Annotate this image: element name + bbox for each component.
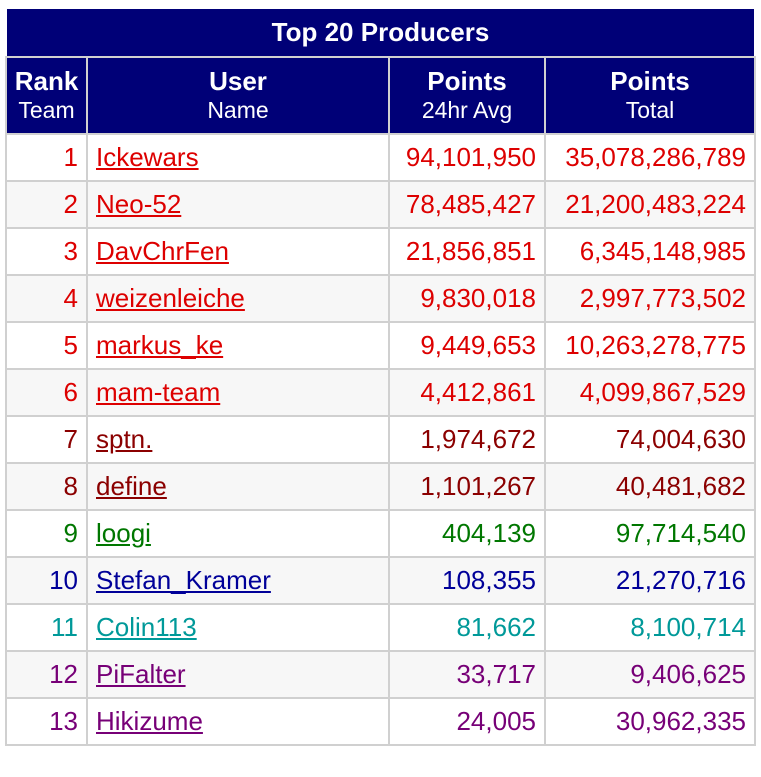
points-total-cell: 8,100,714: [544, 603, 756, 652]
points-avg-cell: 1,974,672: [388, 415, 546, 464]
rank-cell: 4: [5, 274, 88, 323]
user-name-link[interactable]: sptn.: [96, 424, 153, 454]
column-header-user: User Name: [86, 56, 390, 135]
points-avg-cell: 94,101,950: [388, 133, 546, 182]
user-name-link[interactable]: mam-team: [96, 377, 221, 407]
rank-cell: 3: [5, 227, 88, 276]
producers-table-container: Top 20 Producers Rank Team User Name Poi…: [5, 7, 756, 746]
column-header-rank-sublabel: Team: [18, 97, 75, 124]
user-cell: mam-team: [86, 368, 390, 417]
user-cell: weizenleiche: [86, 274, 390, 323]
user-name-link[interactable]: Colin113: [96, 612, 197, 642]
user-cell: DavChrFen: [86, 227, 390, 276]
user-name-link[interactable]: PiFalter: [96, 659, 186, 689]
rank-cell: 5: [5, 321, 88, 370]
user-name-link[interactable]: Neo-52: [96, 189, 182, 219]
points-avg-cell: 9,449,653: [388, 321, 546, 370]
user-name-link[interactable]: Stefan_Kramer: [96, 565, 271, 595]
column-header-user-label: User: [209, 66, 267, 97]
user-cell: define: [86, 462, 390, 511]
table-row: 10 Stefan_Kramer 108,355 21,270,716: [5, 556, 756, 605]
table-row: 2 Neo-52 78,485,427 21,200,483,224: [5, 180, 756, 229]
points-total-cell: 10,263,278,775: [544, 321, 756, 370]
column-header-user-sublabel: Name: [207, 97, 269, 124]
user-cell: sptn.: [86, 415, 390, 464]
table-row: 8 define 1,101,267 40,481,682: [5, 462, 756, 511]
producers-table-body: 1 Ickewars 94,101,950 35,078,286,789 2 Neo-52…: [5, 133, 756, 746]
rank-cell: 10: [5, 556, 88, 605]
user-cell: PiFalter: [86, 650, 390, 699]
table-row: 12 PiFalter 33,717 9,406,625: [5, 650, 756, 699]
column-header-points-avg-label: Points: [427, 66, 507, 97]
points-avg-cell: 108,355: [388, 556, 546, 605]
points-avg-cell: 1,101,267: [388, 462, 546, 511]
points-total-cell: 9,406,625: [544, 650, 756, 699]
user-cell: Stefan_Kramer: [86, 556, 390, 605]
user-name-link[interactable]: weizenleiche: [96, 283, 245, 313]
column-header-points-avg: Points 24hr Avg: [388, 56, 546, 135]
user-name-link[interactable]: Ickewars: [96, 142, 199, 172]
table-row: 1 Ickewars 94,101,950 35,078,286,789: [5, 133, 756, 182]
column-header-rank: Rank Team: [5, 56, 88, 135]
column-header-points-total-label: Points: [610, 66, 690, 97]
points-total-cell: 6,345,148,985: [544, 227, 756, 276]
points-avg-cell: 404,139: [388, 509, 546, 558]
points-total-cell: 2,997,773,502: [544, 274, 756, 323]
rank-cell: 12: [5, 650, 88, 699]
points-total-cell: 30,962,335: [544, 697, 756, 746]
table-row: 3 DavChrFen 21,856,851 6,345,148,985: [5, 227, 756, 276]
column-header-rank-label: Rank: [14, 66, 79, 97]
points-avg-cell: 81,662: [388, 603, 546, 652]
table-row: 11 Colin113 81,662 8,100,714: [5, 603, 756, 652]
user-cell: Colin113: [86, 603, 390, 652]
table-row: 9 loogi 404,139 97,714,540: [5, 509, 756, 558]
points-total-cell: 74,004,630: [544, 415, 756, 464]
user-cell: Ickewars: [86, 133, 390, 182]
points-total-cell: 97,714,540: [544, 509, 756, 558]
column-header-points-total: Points Total: [544, 56, 756, 135]
points-total-cell: 40,481,682: [544, 462, 756, 511]
points-avg-cell: 9,830,018: [388, 274, 546, 323]
table-title: Top 20 Producers: [5, 7, 756, 58]
table-row: 5 markus_ke 9,449,653 10,263,278,775: [5, 321, 756, 370]
user-cell: markus_ke: [86, 321, 390, 370]
points-total-cell: 4,099,867,529: [544, 368, 756, 417]
points-total-cell: 21,200,483,224: [544, 180, 756, 229]
points-avg-cell: 4,412,861: [388, 368, 546, 417]
rank-cell: 7: [5, 415, 88, 464]
points-avg-cell: 78,485,427: [388, 180, 546, 229]
rank-cell: 2: [5, 180, 88, 229]
column-header-points-total-sublabel: Total: [625, 97, 675, 124]
user-name-link[interactable]: Hikizume: [96, 706, 203, 736]
rank-cell: 11: [5, 603, 88, 652]
points-avg-cell: 21,856,851: [388, 227, 546, 276]
user-name-link[interactable]: DavChrFen: [96, 236, 229, 266]
points-total-cell: 21,270,716: [544, 556, 756, 605]
points-avg-cell: 24,005: [388, 697, 546, 746]
points-avg-cell: 33,717: [388, 650, 546, 699]
user-name-link[interactable]: define: [96, 471, 167, 501]
table-row: 6 mam-team 4,412,861 4,099,867,529: [5, 368, 756, 417]
rank-cell: 1: [5, 133, 88, 182]
table-row: 13 Hikizume 24,005 30,962,335: [5, 697, 756, 746]
rank-cell: 8: [5, 462, 88, 511]
user-cell: Hikizume: [86, 697, 390, 746]
rank-cell: 13: [5, 697, 88, 746]
top-producers-table: Top 20 Producers Rank Team User Name Poi…: [5, 7, 756, 746]
table-row: 4 weizenleiche 9,830,018 2,997,773,502: [5, 274, 756, 323]
table-row: 7 sptn. 1,974,672 74,004,630: [5, 415, 756, 464]
user-cell: loogi: [86, 509, 390, 558]
user-name-link[interactable]: markus_ke: [96, 330, 224, 360]
rank-cell: 9: [5, 509, 88, 558]
rank-cell: 6: [5, 368, 88, 417]
user-cell: Neo-52: [86, 180, 390, 229]
user-name-link[interactable]: loogi: [96, 518, 151, 548]
column-header-points-avg-sublabel: 24hr Avg: [421, 97, 513, 124]
points-total-cell: 35,078,286,789: [544, 133, 756, 182]
